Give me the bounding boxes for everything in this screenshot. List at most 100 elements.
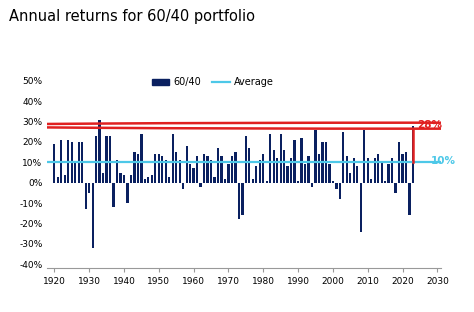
Bar (84, 183, 87, 209)
Bar (405, 152, 407, 183)
Bar (217, 148, 219, 183)
Bar (384, 181, 386, 183)
Bar (57, 177, 59, 183)
Bar (328, 164, 330, 183)
Bar (238, 183, 240, 219)
Bar (123, 175, 125, 183)
Bar (112, 183, 115, 207)
Bar (234, 152, 237, 183)
Bar (280, 134, 282, 183)
Bar (276, 158, 278, 183)
Bar (255, 166, 257, 183)
Bar (412, 126, 414, 183)
Bar (304, 164, 306, 183)
Bar (301, 138, 303, 183)
Bar (377, 154, 379, 183)
Bar (307, 156, 310, 183)
Bar (71, 142, 73, 183)
Bar (353, 158, 355, 183)
Bar (381, 162, 383, 183)
Bar (151, 175, 153, 183)
Text: Annual returns for 60/40 portfolio: Annual returns for 60/40 portfolio (9, 9, 255, 24)
Bar (175, 152, 177, 183)
Bar (161, 156, 164, 183)
Bar (95, 136, 97, 183)
Legend: 60/40, Average: 60/40, Average (148, 74, 278, 91)
Bar (102, 173, 104, 183)
Bar (179, 160, 181, 183)
Bar (409, 183, 410, 215)
Bar (168, 177, 170, 183)
Bar (283, 150, 285, 183)
Bar (259, 160, 261, 183)
Bar (185, 146, 188, 183)
Bar (370, 179, 372, 183)
Bar (140, 134, 143, 183)
Bar (286, 166, 289, 183)
Bar (332, 181, 334, 183)
Bar (210, 160, 212, 183)
Bar (318, 154, 320, 183)
Bar (314, 130, 317, 183)
Bar (366, 158, 369, 183)
Bar (394, 183, 397, 193)
Text: 28%: 28% (417, 120, 442, 130)
Bar (262, 154, 264, 183)
Bar (206, 156, 209, 183)
Bar (147, 177, 149, 183)
Bar (311, 183, 313, 187)
Bar (401, 154, 404, 183)
Bar (64, 175, 66, 183)
Bar (356, 166, 358, 183)
Bar (342, 132, 345, 183)
Bar (144, 179, 146, 183)
Bar (189, 164, 191, 183)
Bar (224, 179, 226, 183)
Bar (231, 156, 233, 183)
Bar (241, 183, 244, 215)
Bar (290, 158, 292, 183)
Bar (105, 136, 108, 183)
Bar (387, 164, 390, 183)
Bar (297, 181, 299, 183)
Bar (245, 136, 247, 183)
Bar (360, 183, 362, 232)
Bar (339, 183, 341, 199)
Bar (53, 144, 55, 183)
Bar (228, 164, 229, 183)
Bar (273, 150, 275, 183)
Bar (158, 154, 160, 183)
Bar (119, 173, 122, 183)
Bar (398, 142, 400, 183)
Bar (88, 183, 91, 193)
Bar (200, 183, 202, 187)
Text: 10%: 10% (430, 156, 456, 166)
Bar (252, 179, 254, 183)
Bar (172, 134, 174, 183)
Bar (248, 148, 250, 183)
Bar (196, 156, 198, 183)
Bar (137, 154, 139, 183)
Bar (133, 152, 136, 183)
Bar (99, 119, 101, 183)
Bar (269, 134, 271, 183)
Bar (349, 173, 351, 183)
Bar (363, 130, 365, 183)
Bar (182, 183, 184, 189)
Bar (127, 183, 128, 203)
Bar (67, 140, 69, 183)
Bar (91, 183, 94, 248)
Bar (154, 154, 156, 183)
Bar (130, 175, 132, 183)
Bar (213, 177, 216, 183)
Bar (325, 142, 327, 183)
Bar (116, 160, 118, 183)
Bar (265, 181, 268, 183)
Bar (60, 140, 63, 183)
Bar (321, 142, 324, 183)
Bar (74, 162, 76, 183)
Bar (220, 156, 223, 183)
Bar (391, 158, 393, 183)
Bar (346, 156, 348, 183)
Bar (164, 160, 167, 183)
